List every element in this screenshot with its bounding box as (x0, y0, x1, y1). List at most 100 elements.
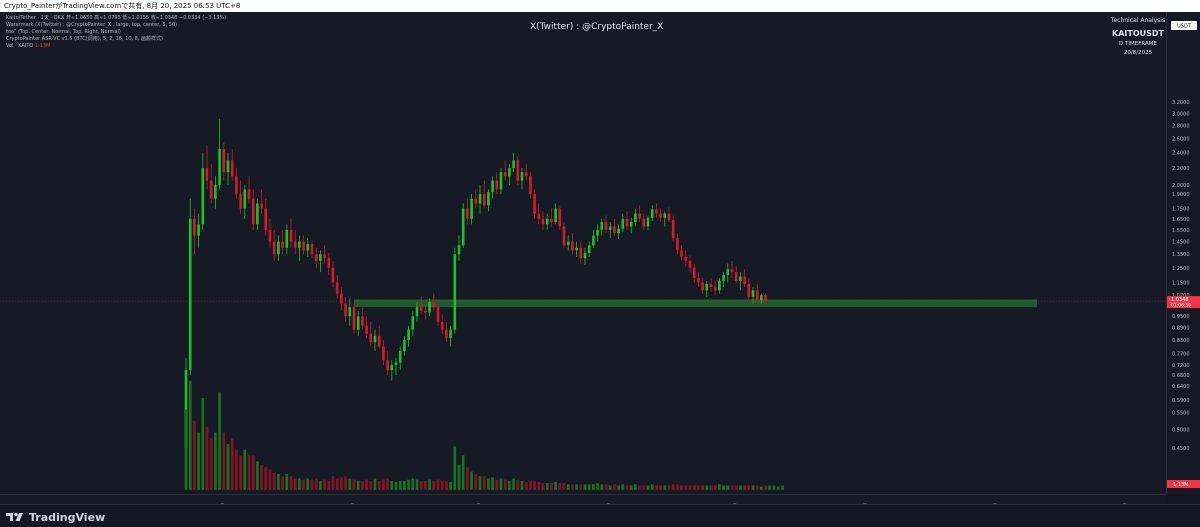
price-axis[interactable]: USDT 3.2000 3.0000 2.8000 2.6000 2.4000 2.2000… (1166, 12, 1200, 494)
volume-bar (495, 479, 499, 490)
candle-body (629, 222, 633, 227)
technical-analysis-panel: Technical Analysis KAITOUSDT D TIMEFRAME… (1090, 16, 1186, 58)
candle-body (331, 267, 335, 283)
volume-bar (264, 467, 268, 490)
chart-pane[interactable] (0, 12, 1166, 494)
volume-bar (277, 473, 280, 490)
volume-bar (239, 455, 242, 490)
candle-body (642, 218, 646, 227)
price-tick-label: 0.5900 (1172, 398, 1190, 404)
price-axis-labels[interactable]: USDT 3.2000 3.0000 2.8000 2.6000 2.4000 2.2000… (1167, 12, 1200, 494)
volume-bar (436, 479, 440, 490)
volume-bar (285, 473, 289, 490)
candle-body (726, 269, 730, 275)
price-tick-label: 0.4500 (1172, 446, 1190, 452)
candle-body (188, 218, 192, 371)
price-tick-label: 1.3500 (1172, 252, 1190, 258)
candle-body (264, 208, 268, 230)
volume-bar (356, 480, 360, 490)
volume-bar (638, 485, 641, 490)
price-tick-label: 2.0000 (1172, 183, 1190, 189)
price-tick-label: 0.7200 (1172, 363, 1190, 369)
candle-body (398, 350, 402, 363)
candle-body (256, 203, 259, 225)
price-tick-label: 1.7500 (1172, 206, 1190, 212)
candle-body (403, 340, 406, 351)
candle-body (487, 192, 490, 206)
volume-bar (600, 484, 604, 490)
candle-body (730, 269, 734, 273)
last-price-value: 1.0348 (1171, 297, 1189, 303)
candle-body (340, 293, 343, 304)
volume-bar (709, 485, 713, 490)
volume-bar (201, 398, 205, 490)
tradingview-brand[interactable]: TradingView (6, 509, 105, 525)
candle-body (209, 180, 213, 199)
volume-bar (747, 485, 751, 490)
candle-body (440, 321, 444, 330)
candle-body (369, 333, 373, 343)
volume-bar (352, 479, 356, 490)
legend-symbol-line[interactable]: Kaito/Tether · 1天 · OKX 开≈1.0650 高≈1.079… (6, 15, 227, 21)
volume-bar (575, 484, 578, 490)
price-tick-label: 0.8300 (1172, 338, 1190, 344)
volume-bar (520, 480, 524, 490)
legend-volume-line[interactable]: Vol · KAITO 1.13M (6, 43, 226, 50)
volume-bar (566, 484, 570, 490)
volume-bar (659, 485, 662, 490)
volume-bar (499, 478, 503, 490)
candle-body (676, 238, 679, 251)
volume-bar (298, 478, 301, 490)
volume-bar (545, 483, 549, 490)
volume-bar (516, 479, 520, 490)
candle-body (554, 208, 557, 223)
legend-watermark-indicator[interactable]: Watermark (X(Twitter) : @CryptoPainter_X… (6, 22, 178, 28)
volume-bar (768, 485, 772, 490)
volume-bar (692, 485, 696, 490)
volume-bar (529, 480, 532, 490)
candle-body (739, 276, 742, 281)
candle-body (604, 222, 608, 230)
candle-body (529, 176, 532, 194)
volume-bar (344, 476, 347, 490)
volume-bar (403, 480, 406, 490)
volume-bar (734, 485, 738, 490)
volume-bar (310, 479, 314, 490)
candle-body (596, 229, 599, 236)
volume-bar (302, 479, 305, 490)
volume-bar (701, 485, 704, 490)
volume-bar (663, 485, 667, 490)
candle-body (499, 172, 503, 190)
candle-body (377, 335, 381, 347)
volume-bar (634, 484, 637, 490)
price-tick-label: 1.9000 (1172, 192, 1190, 198)
volume-bar (377, 480, 381, 490)
volume-bar (306, 478, 310, 490)
volume-bar (398, 480, 402, 490)
time-axis[interactable]: 3月4月5月6月7月8月9月10月 (0, 494, 1166, 510)
candle-body (617, 228, 620, 234)
candle-body (474, 198, 478, 204)
volume-bar (625, 485, 629, 490)
legend-too-indicator[interactable]: too" (Top, Center, Normal, Top, Right, N… (6, 29, 121, 35)
price-tick-label: 2.2000 (1172, 166, 1190, 172)
volume-bar (457, 464, 461, 490)
price-tick-label: 3.0000 (1172, 111, 1190, 117)
legend-volume-label: Vol · KAITO (6, 43, 34, 49)
price-chart[interactable] (0, 12, 1166, 494)
volume-bar (205, 426, 209, 490)
volume-bar (655, 485, 658, 490)
candle-body (680, 250, 683, 257)
candle-body (298, 241, 301, 248)
volume-bar (503, 479, 507, 490)
volume-bar (470, 471, 473, 490)
volume-bar (184, 409, 188, 490)
candle-body (755, 290, 759, 301)
volume-bar (487, 478, 490, 490)
candle-body (239, 193, 242, 209)
price-tick-label: 0.6400 (1172, 384, 1190, 390)
tradingview-logo-icon (6, 512, 23, 521)
price-tick-label: 2.4000 (1172, 151, 1190, 157)
legend-asr-indicator[interactable]: CryptoPainter ASR-VC v1.5 (BTC(调用), 5, 2… (6, 36, 163, 42)
candle-body (592, 235, 595, 246)
